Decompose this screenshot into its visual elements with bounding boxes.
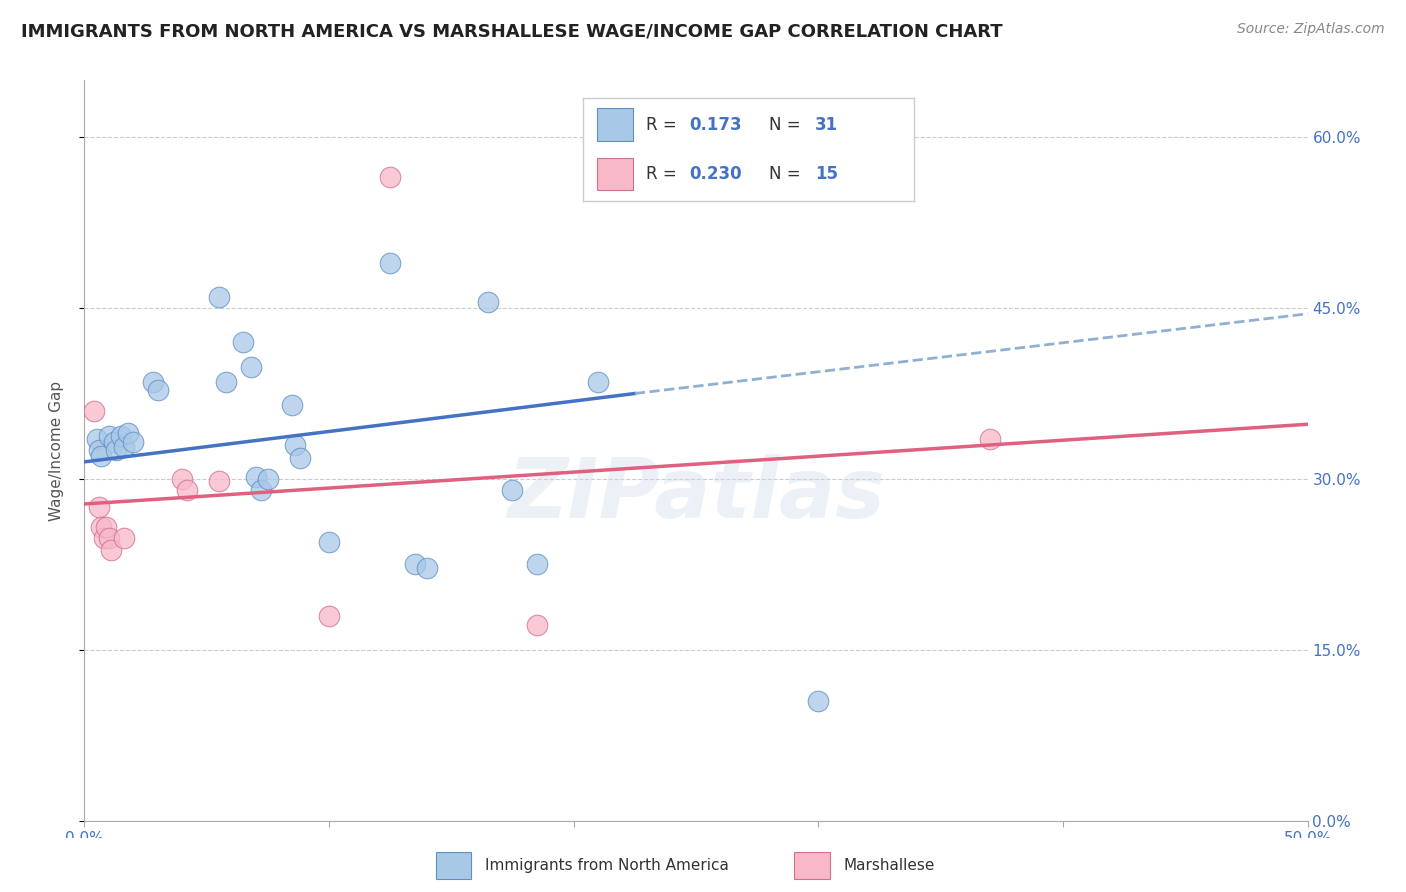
Point	[208, 474, 231, 488]
Point	[172, 472, 194, 486]
Point	[97, 531, 120, 545]
Point	[526, 558, 548, 572]
Text: N =: N =	[769, 165, 806, 183]
Point	[100, 542, 122, 557]
Point	[110, 428, 132, 442]
Point	[96, 520, 118, 534]
Point	[208, 290, 231, 304]
Point	[380, 170, 402, 185]
Point	[288, 451, 311, 466]
Point	[318, 608, 340, 623]
Point	[87, 500, 110, 515]
Point	[90, 520, 112, 534]
Point	[249, 483, 271, 498]
Point	[112, 440, 135, 454]
Point	[239, 360, 262, 375]
Point	[232, 335, 254, 350]
Bar	[436, 852, 471, 879]
Point	[215, 375, 238, 389]
Text: N =: N =	[769, 116, 806, 134]
Text: Source: ZipAtlas.com: Source: ZipAtlas.com	[1237, 22, 1385, 37]
Point	[477, 295, 499, 310]
Point	[87, 443, 110, 458]
Point	[245, 469, 267, 483]
Point	[380, 255, 402, 269]
Text: 31: 31	[815, 116, 838, 134]
Bar	[596, 158, 633, 190]
Point	[176, 483, 198, 498]
Point	[146, 383, 169, 397]
Point	[979, 432, 1001, 446]
Point	[257, 472, 280, 486]
Point	[416, 561, 439, 575]
Y-axis label: Wage/Income Gap: Wage/Income Gap	[49, 380, 63, 521]
Text: ZIPatlas: ZIPatlas	[508, 454, 884, 535]
Point	[117, 426, 139, 441]
Point	[526, 617, 548, 632]
Point	[112, 531, 135, 545]
Point	[103, 435, 125, 450]
Text: Marshallese: Marshallese	[844, 858, 935, 872]
Text: R =: R =	[647, 165, 682, 183]
Text: 15: 15	[815, 165, 838, 183]
Point	[502, 483, 524, 498]
Text: 0.230: 0.230	[689, 165, 742, 183]
Bar	[596, 108, 633, 141]
Point	[318, 534, 340, 549]
Point	[90, 449, 112, 463]
Point	[86, 432, 108, 446]
Point	[586, 375, 609, 389]
Point	[83, 403, 105, 417]
Bar	[794, 852, 830, 879]
Point	[281, 398, 304, 412]
Point	[404, 558, 426, 572]
Point	[93, 531, 115, 545]
Text: 0.173: 0.173	[689, 116, 742, 134]
Text: Immigrants from North America: Immigrants from North America	[485, 858, 728, 872]
Point	[105, 443, 128, 458]
Point	[97, 428, 120, 442]
Text: IMMIGRANTS FROM NORTH AMERICA VS MARSHALLESE WAGE/INCOME GAP CORRELATION CHART: IMMIGRANTS FROM NORTH AMERICA VS MARSHAL…	[21, 22, 1002, 40]
Point	[284, 438, 307, 452]
Text: R =: R =	[647, 116, 682, 134]
Point	[807, 694, 830, 708]
Point	[142, 375, 165, 389]
Point	[122, 435, 145, 450]
